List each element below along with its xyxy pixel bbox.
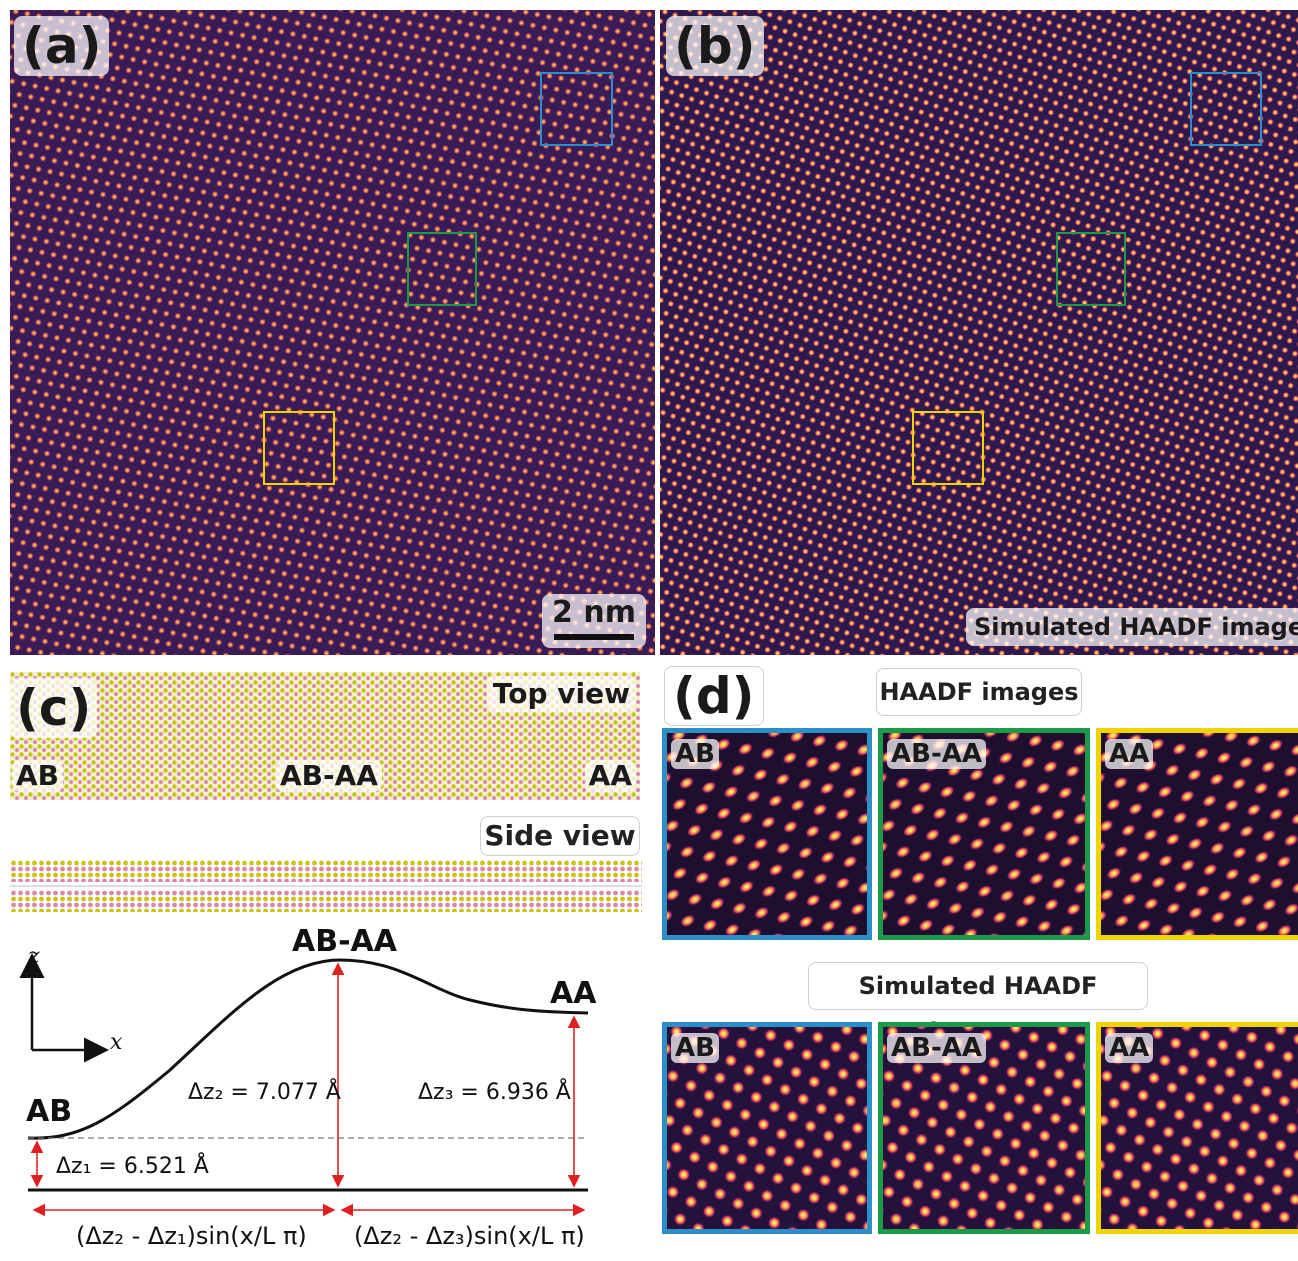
- profile-label-abaa: AB-AA: [292, 924, 397, 959]
- scale-bar: [554, 634, 634, 640]
- inset-tag: AB-AA: [887, 1033, 986, 1063]
- stack-label-abaa: AB-AA: [276, 760, 382, 792]
- height-profile-diagram: [19, 953, 589, 1217]
- roi-green: [407, 232, 477, 306]
- profile-curve: [27, 958, 589, 1140]
- axis-x-label: x: [110, 1030, 123, 1055]
- panel-a-label: (a): [14, 16, 110, 76]
- formula-left: (Δz₂ - Δz₁)sin(x/L π): [76, 1222, 307, 1250]
- dz2-value: Δz₂ = 7.077 Å: [188, 1080, 341, 1105]
- inset-tag: AA: [1105, 1033, 1154, 1063]
- simulated-caption: Simulated HAADF image: [966, 608, 1298, 646]
- stack-label-aa: AA: [584, 760, 636, 792]
- panel-d-label: (d): [664, 666, 764, 726]
- panel-a-haadf-image: (a) 2 nm: [10, 10, 655, 655]
- dz3-value: Δz₃ = 6.936 Å: [418, 1080, 571, 1105]
- axis-z-label: z: [28, 944, 40, 969]
- panel-c-label: (c): [10, 678, 98, 738]
- haadf-inset-ab: AB: [662, 728, 872, 940]
- sim-inset-abaa: AB-AA: [878, 1022, 1090, 1234]
- haadf-title: HAADF images: [876, 668, 1082, 716]
- side-view-title: Side view: [480, 816, 640, 856]
- roi-blue-sim: [1190, 72, 1262, 146]
- scale-bar-label: 2 nm: [552, 595, 636, 630]
- haadf-inset-aa: AA: [1096, 728, 1298, 940]
- dz1-value: Δz₁ = 6.521 Å: [56, 1154, 209, 1179]
- scale-bar-box: 2 nm: [542, 594, 646, 648]
- roi-green-sim: [1056, 232, 1126, 306]
- experimental-lattice-image: [10, 10, 655, 655]
- stack-label-ab: AB: [12, 760, 64, 792]
- roi-yellow-sim: [912, 411, 984, 485]
- inset-tag: AB: [671, 1033, 719, 1063]
- top-view-structure: (c) Top view AB AB-AA AA: [10, 672, 640, 800]
- sim-inset-ab: AB: [662, 1022, 872, 1234]
- formula-right: (Δz₂ - Δz₃)sin(x/L π): [354, 1222, 585, 1250]
- panel-b-label: (b): [666, 16, 764, 76]
- inset-tag: AB-AA: [887, 739, 986, 769]
- sim-inset-aa: AA: [1096, 1022, 1298, 1234]
- top-view-title: Top view: [486, 676, 636, 712]
- simulated-title: Simulated HAADF images: [808, 962, 1148, 1046]
- profile-label-ab: AB: [26, 1094, 73, 1129]
- panel-b-simulated-image: (b) Simulated HAADF image: [660, 10, 1298, 655]
- haadf-inset-abaa: AB-AA: [878, 728, 1090, 940]
- profile-label-aa: AA: [550, 976, 597, 1011]
- inset-tag: AB: [671, 739, 719, 769]
- roi-blue: [540, 72, 613, 146]
- roi-yellow: [263, 411, 335, 485]
- inset-tag: AA: [1105, 739, 1154, 769]
- side-view-structure: [10, 860, 642, 912]
